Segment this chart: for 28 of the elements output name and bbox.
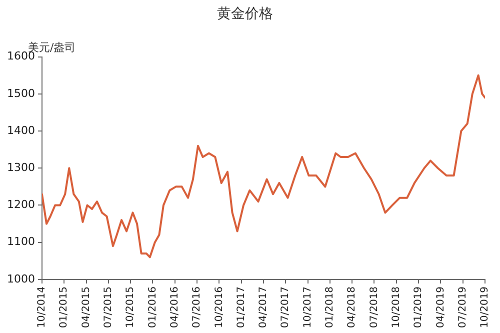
x-tick-label: 10/2014 [36, 286, 48, 328]
x-tick-label: 10/2017 [302, 286, 314, 328]
x-tick-label: 04/2015 [80, 286, 92, 328]
y-tick-label: 1300 [6, 160, 35, 174]
x-tick-label: 10/2018 [390, 286, 402, 328]
x-tick-label: 01/2017 [236, 286, 247, 328]
x-tick-label: 04/2019 [435, 286, 446, 328]
x-tick-label: 01/2018 [324, 286, 336, 328]
y-tick-label: 1400 [6, 124, 35, 137]
x-tick-label: 04/2017 [258, 286, 270, 328]
x-tick-label: 04/2016 [169, 286, 180, 328]
x-tick-label: 10/2016 [214, 286, 225, 328]
y-tick-label: 1500 [6, 86, 35, 100]
y-tick-label: 1000 [6, 272, 35, 286]
x-tick-label: 07/2016 [192, 286, 203, 328]
x-tick-label: 10/2019 [480, 286, 491, 328]
x-tick-label: 04/2018 [346, 286, 358, 328]
x-tick-label: 07/2018 [368, 286, 380, 328]
x-tick-label: 07/2019 [457, 286, 468, 328]
x-tick-label: 07/2015 [103, 286, 114, 328]
x-tick-label: 10/2015 [125, 286, 136, 328]
y-tick-label: 1100 [6, 235, 35, 248]
x-tick-label: 07/2017 [280, 286, 292, 328]
chart-title: 黄金价格 [217, 6, 273, 22]
x-tick-label: 01/2015 [58, 286, 70, 328]
y-tick-label: 1200 [6, 198, 35, 212]
x-tick-label: 01/2019 [413, 286, 424, 328]
x-tick-label: 01/2016 [147, 286, 158, 328]
